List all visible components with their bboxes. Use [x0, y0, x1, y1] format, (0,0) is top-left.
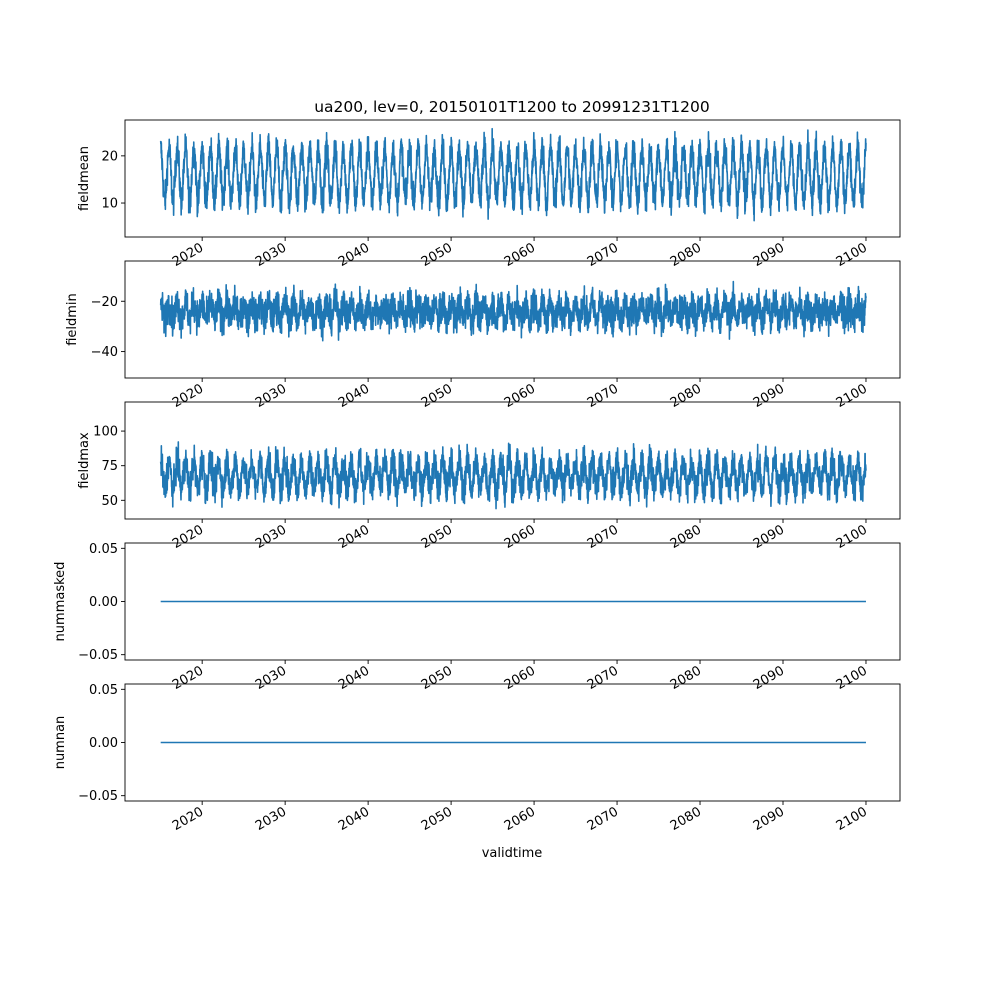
y-tick-label: 0.05: [89, 542, 118, 557]
y-axis-label-fieldmax: fieldmax: [77, 432, 92, 489]
y-tick-label: 20: [101, 149, 118, 164]
y-tick-label: −0.05: [78, 648, 118, 663]
chart-title: ua200, lev=0, 20150101T1200 to 20991231T…: [314, 98, 710, 116]
y-axis-label-fieldmean: fieldmean: [77, 146, 92, 211]
y-axis-label-numnan: numnan: [53, 716, 68, 770]
y-tick-label: 0.00: [89, 736, 118, 751]
y-tick-label: −20: [91, 295, 118, 310]
y-tick-label: 50: [101, 494, 118, 509]
y-tick-label: 0.05: [89, 683, 118, 698]
y-tick-label: −40: [91, 345, 118, 360]
x-axis-label: validtime: [482, 846, 543, 861]
y-tick-label: 10: [101, 197, 118, 212]
series-line-fieldmean: [159, 127, 867, 222]
y-axis-label-fieldmin: fieldmin: [65, 293, 80, 346]
y-tick-label: −0.05: [78, 789, 118, 804]
y-tick-label: 0.00: [89, 595, 118, 610]
y-tick-label: 100: [93, 425, 118, 440]
axes-frame: [124, 260, 901, 379]
axes-frame: [124, 119, 901, 238]
y-axis-label-nummasked: nummasked: [53, 562, 68, 642]
axes-frame: [124, 401, 901, 520]
series-line-fieldmax: [159, 441, 867, 510]
series-line-fieldmin: [159, 280, 867, 342]
y-tick-label: 75: [101, 459, 118, 474]
